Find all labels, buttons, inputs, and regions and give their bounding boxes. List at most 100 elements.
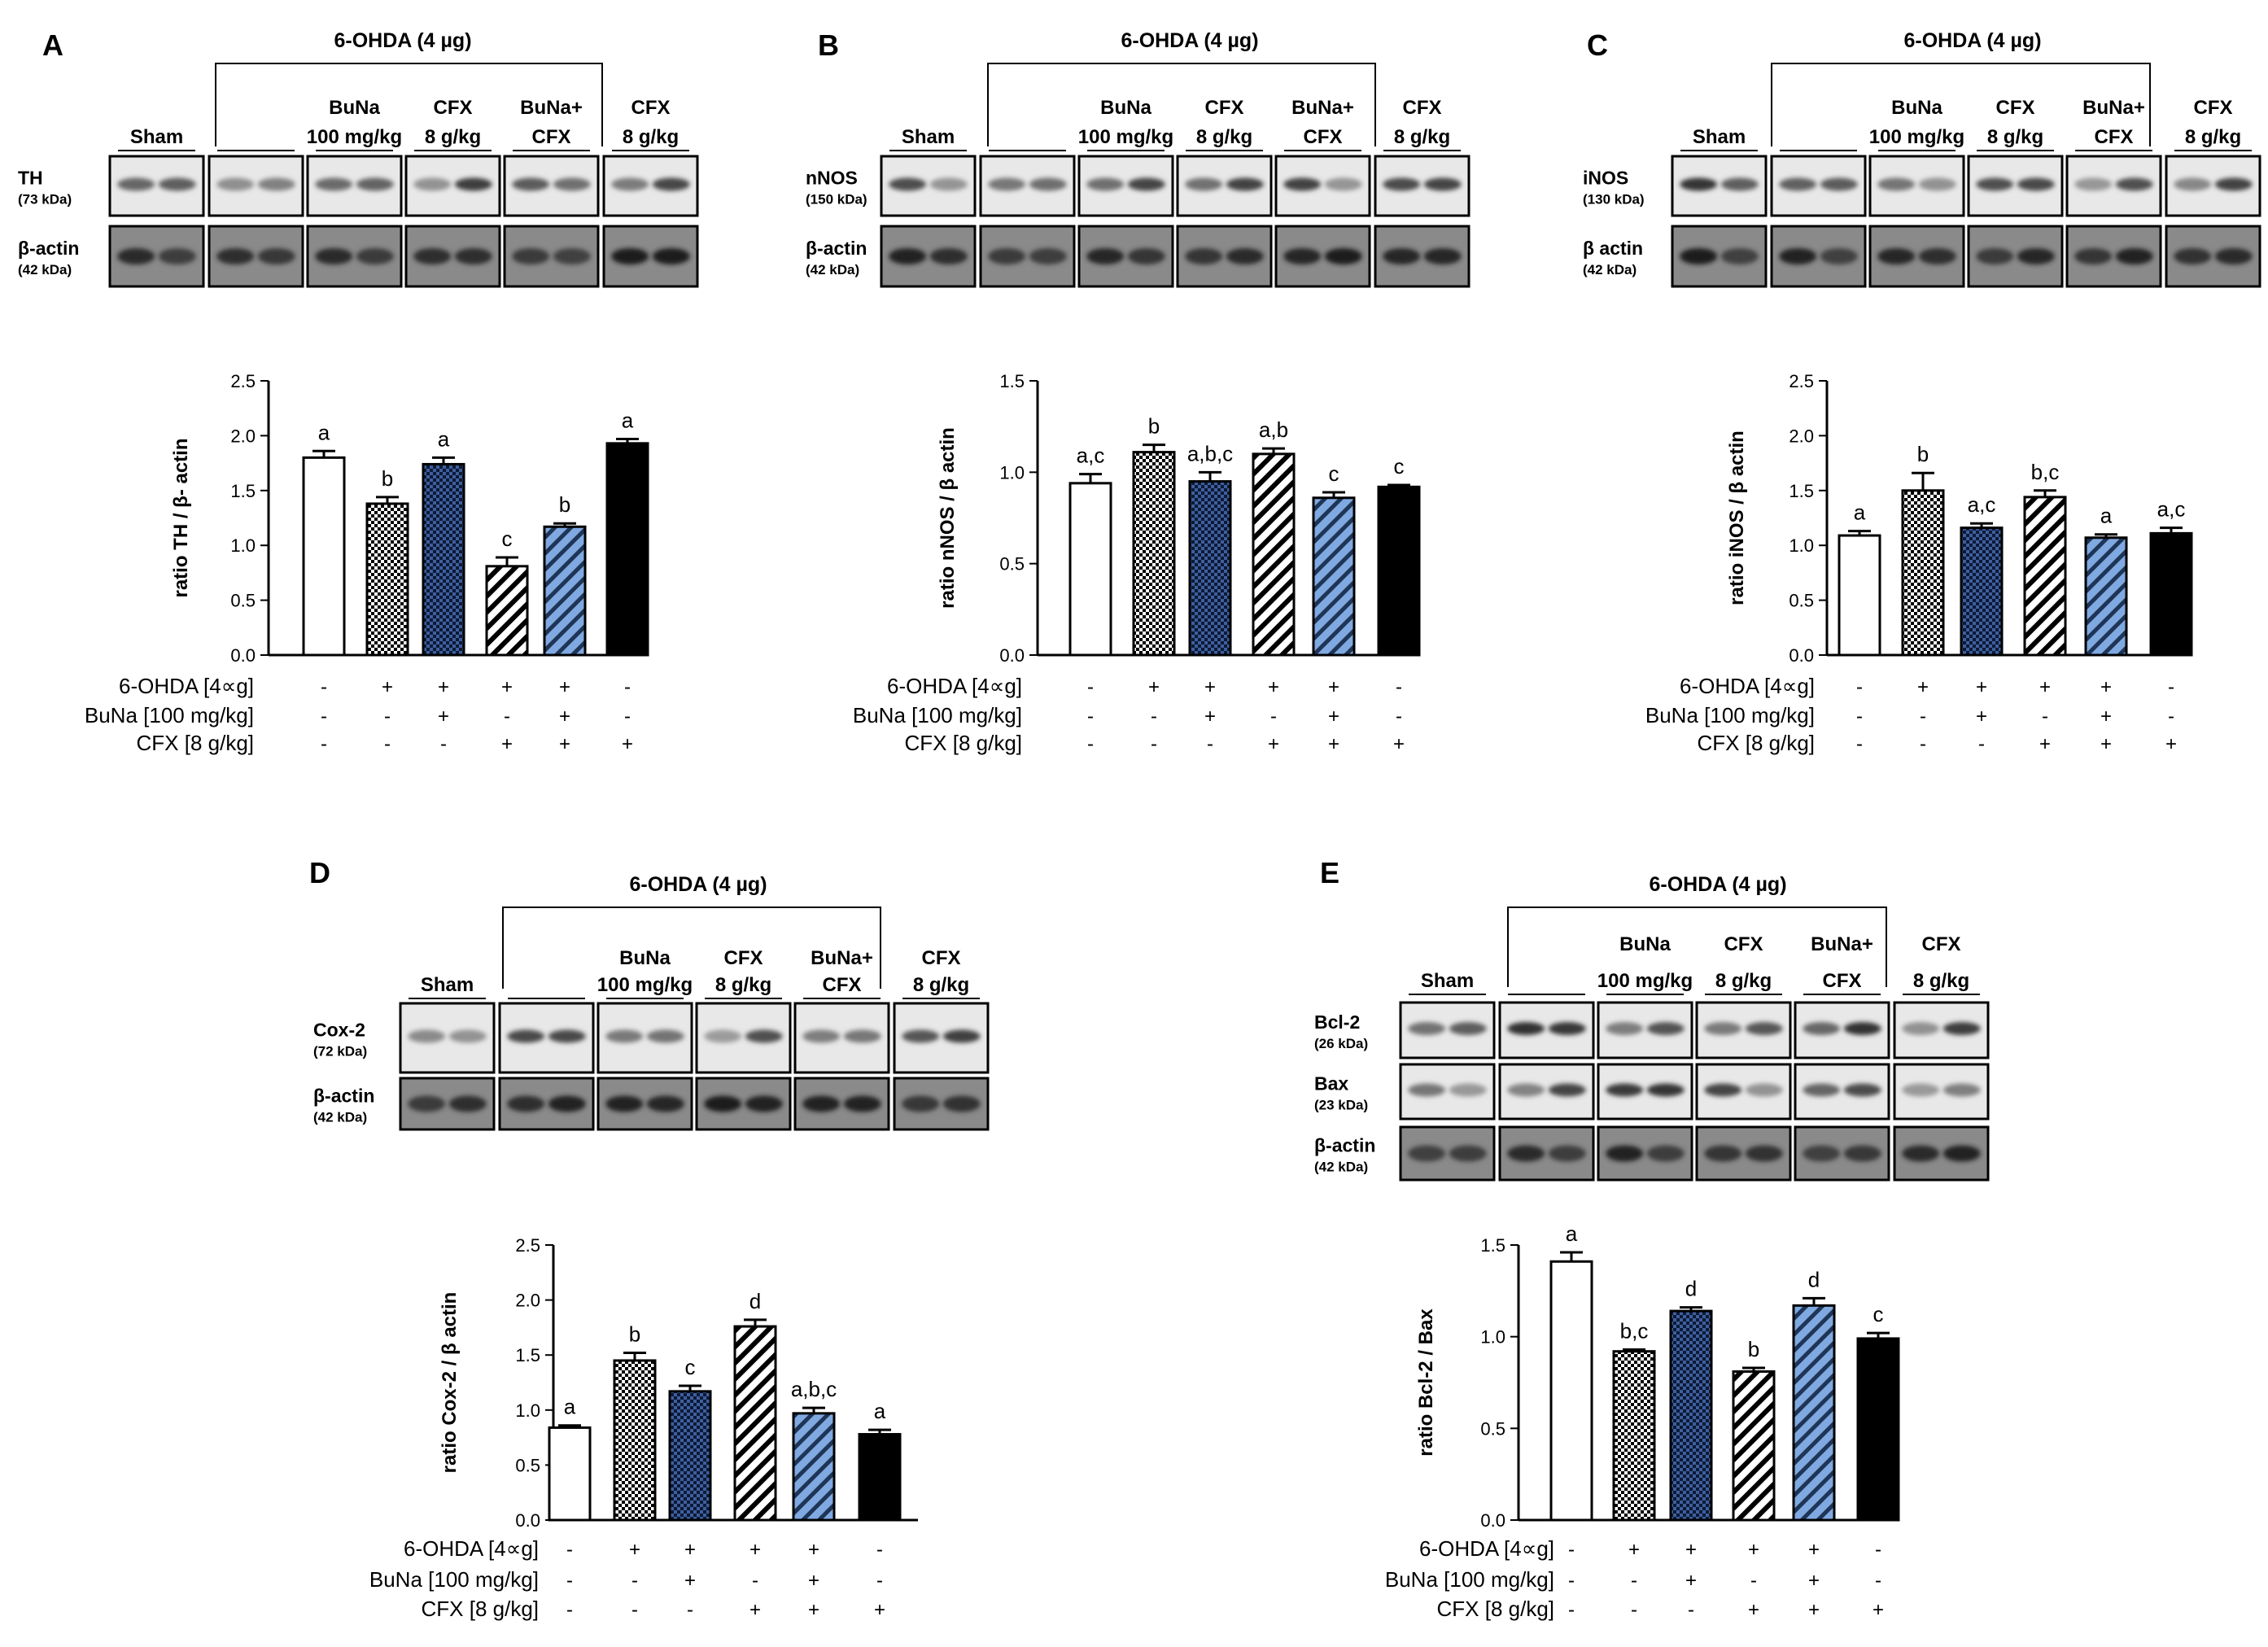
group-title: 6-OHDA (4 µg) [1903,29,2041,52]
blot-band [1745,1022,1783,1035]
treatment-sign: - [1750,1570,1757,1592]
treatment-sign: + [1808,1539,1820,1561]
blot-lane [1399,1001,1496,1059]
bar-chart: 0.0 0.5 1.0 1.5 ratio Bcl-2 / Bax a b,c d b d c 6-O… [1385,1221,1900,1621]
treatment-sign: + [1204,676,1216,698]
significance-letter: a,b,c [1187,441,1233,465]
blot-band [512,177,550,191]
blot-band [1283,177,1322,191]
protein-kda: (73 kDa) [18,192,72,208]
lane-label: CFX [2194,97,2233,119]
group-title: 6-OHDA (4 µg) [629,873,767,896]
blot-band [2214,177,2253,191]
lane-label: 8 g/kg [2185,126,2241,148]
bar-chart: 0.0 0.5 1.0 1.5 2.0 2.5 ratio TH / β- actin a b a… [85,371,649,755]
bar-group: b [365,466,409,657]
blot-band [1606,1022,1644,1035]
treatment-sign: - [1875,1570,1881,1592]
lane-label: 100 mg/kg [1078,126,1173,148]
blot-lane [1967,155,2064,217]
lane-label: 8 g/kg [623,126,679,148]
protein-label: iNOS [1583,168,1628,189]
treatment-sign: + [749,1539,761,1561]
treatment-sign: + [501,733,513,755]
treatment-sign: - [1151,706,1157,727]
blot-lane [1695,1125,1792,1182]
treatment-label: CFX [8 g/kg] [422,1597,540,1621]
blot-band [1449,1145,1487,1162]
bar-group: c [668,1355,712,1522]
bar-group: a,b,c [791,1377,837,1522]
blot-lane [1695,1063,1792,1121]
blot-band [1646,1083,1685,1097]
group-bracket [987,63,1376,146]
blot-band [2074,248,2113,264]
blot-lane [893,1077,990,1131]
treatment-sign: - [624,706,631,727]
treatment-sign: + [1328,676,1339,698]
significance-letter: a,c [1968,492,1996,517]
western-blot: 6-OHDA (4 µg) Sham BuNa 100 mg/kg CFX 8 g/kg B… [18,29,699,288]
treatment-sign: - [566,1570,573,1592]
protein-label: β-actin [806,238,867,259]
blot-band [448,1095,487,1112]
blot-band [1226,248,1264,264]
protein-kda: (26 kDa) [1314,1036,1368,1051]
blot-band [1548,1083,1586,1097]
blot-lane [404,225,501,288]
blot-band [1976,177,2014,191]
blot-band [2174,248,2212,264]
protein-label: β-actin [18,238,79,259]
treatment-sign: + [629,1539,640,1561]
bar-group: c [485,526,529,657]
treatment-sign: + [438,676,449,698]
blot-band [1803,1022,1841,1035]
blot-band [454,177,492,191]
bar [422,462,465,657]
bar [485,565,529,657]
blot-band [257,177,295,191]
bar [543,525,587,657]
blot-band [117,177,155,191]
panel-letter: D [309,856,330,889]
y-tick-label: 1.0 [1480,1327,1505,1348]
group-title: 6-OHDA (4 µg) [334,29,471,52]
y-tick-label: 0.0 [230,645,256,666]
blot-band [1877,248,1916,264]
blot-lane [404,155,501,217]
blot-band [2115,177,2153,191]
bar-group: a [1549,1221,1593,1522]
blot-lane [503,155,600,217]
significance-letter: c [1873,1302,1884,1326]
blot-band [1803,1145,1841,1162]
blot-band [1745,1083,1783,1097]
significance-letter: a [622,408,634,432]
blot-band [1680,248,1718,264]
blot-band [356,177,394,191]
y-axis-label: ratio Cox-2 / β actin [439,1292,461,1474]
treatment-sign: + [2039,733,2051,755]
treatment-label: CFX [8 g/kg] [1437,1597,1555,1621]
blot-lane [1274,225,1371,288]
blot-band [1843,1022,1881,1035]
blot-band [1507,1145,1545,1162]
bar [1312,496,1356,657]
blot-band [929,177,968,191]
blot-band [1324,248,1362,264]
treatment-sign: - [440,733,447,755]
blot-lane [1597,1001,1693,1059]
blot-band [2017,248,2055,264]
treatment-table: 6-OHDA [4∝g] - + + + + - BuNa [100 mg/kg] - - + - + -… [85,674,633,755]
bar-group: b [1132,414,1176,657]
blot-band [257,248,295,264]
treatment-sign: + [749,1599,761,1621]
protein-kda: (42 kDa) [313,1110,367,1125]
lane-label: BuNa [329,97,380,119]
blot-band [652,248,690,264]
blot-band [1820,248,1858,264]
blot-band [315,177,353,191]
protein-kda: (42 kDa) [1314,1160,1368,1175]
blot-band [1704,1022,1742,1035]
blot-lane [793,1077,890,1131]
bar [1068,482,1112,657]
